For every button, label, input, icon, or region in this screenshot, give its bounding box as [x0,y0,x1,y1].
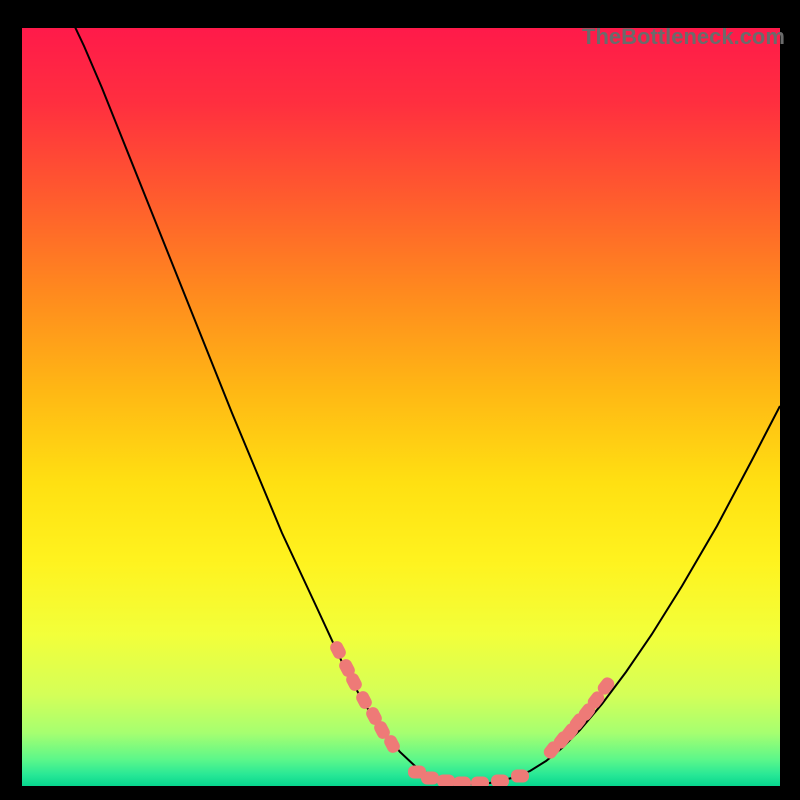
bottleneck-curve [66,28,780,784]
data-marker [437,775,455,787]
data-marker [421,772,439,785]
plot-area [22,28,780,786]
data-marker [491,775,509,787]
data-marker [471,777,489,787]
chart-container: TheBottleneck.com [0,0,800,800]
marker-group [328,639,617,786]
watermark-label: TheBottleneck.com [582,24,785,50]
data-marker [453,777,471,787]
data-marker [511,770,529,783]
curve-layer [22,28,780,786]
data-marker [328,639,348,661]
